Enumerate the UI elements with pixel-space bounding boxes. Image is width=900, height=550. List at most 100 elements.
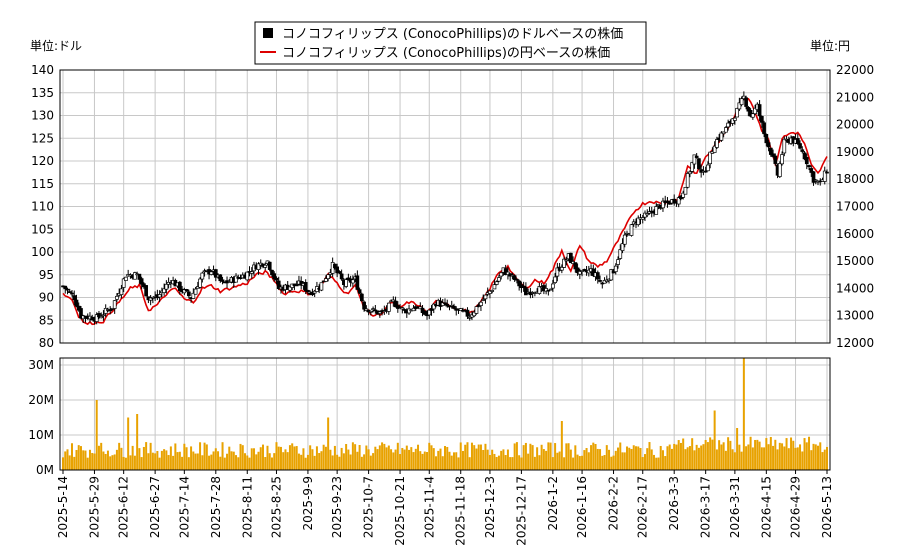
- candle-body: [234, 275, 238, 283]
- volume-bar: [720, 444, 723, 470]
- candle-body: [121, 278, 126, 288]
- date-tick-label: 2026-3-3: [667, 476, 681, 530]
- volume-bar: [524, 442, 527, 470]
- volume-bar: [205, 444, 208, 470]
- volume-bar: [363, 454, 366, 470]
- candle-body: [449, 304, 454, 307]
- usd-tick-label: 120: [31, 154, 54, 168]
- volume-bar: [781, 443, 784, 470]
- volume-bar: [291, 443, 294, 470]
- volume-bar: [196, 453, 199, 470]
- volume-bar: [760, 447, 763, 470]
- usd-tick-label: 135: [31, 86, 54, 100]
- volume-bar: [273, 453, 276, 470]
- volume-bar: [169, 446, 172, 470]
- legend-usd-swatch: [263, 28, 273, 38]
- volume-bar: [221, 442, 224, 470]
- volume-bar: [358, 444, 361, 470]
- volume-bar: [446, 446, 449, 470]
- candle-body: [739, 98, 744, 106]
- volume-bar: [554, 443, 557, 470]
- volume-bar: [814, 444, 817, 470]
- candle-body: [133, 272, 137, 280]
- volume-bar: [632, 445, 635, 470]
- volume-bar: [702, 444, 705, 470]
- volume-bar: [661, 450, 664, 470]
- volume-bar: [783, 446, 786, 470]
- volume-bar: [536, 447, 539, 470]
- candle-body: [780, 154, 784, 165]
- candle-body: [724, 127, 728, 133]
- candle-body: [804, 157, 809, 165]
- candle-body: [162, 288, 166, 294]
- volume-bar: [461, 450, 464, 470]
- price-panel: 80 85 90 95 100 105 110 115 120 125 130 135 140 1200…: [31, 63, 874, 350]
- volume-bar: [331, 455, 334, 470]
- usd-tick-label: 90: [39, 291, 54, 305]
- candle-body: [757, 104, 762, 117]
- candle-body: [101, 314, 106, 317]
- candle-body: [568, 252, 573, 264]
- volume-bar: [772, 445, 775, 470]
- volume-bar: [217, 451, 220, 470]
- volume-bar: [794, 447, 797, 470]
- candle-body: [306, 289, 310, 293]
- candle-body: [497, 277, 501, 282]
- volume-bar: [491, 449, 494, 470]
- candle-body: [70, 292, 74, 295]
- volume-bar: [403, 449, 406, 470]
- volume-bar: [823, 449, 826, 470]
- volume-bar: [464, 444, 467, 470]
- volume-bar: [488, 455, 491, 470]
- volume-bar: [628, 447, 631, 470]
- volume-bar: [266, 445, 269, 470]
- candle-body: [715, 139, 719, 148]
- volume-axis-ticks: 0M 10M 20M 30M: [28, 358, 54, 477]
- candle-body: [339, 273, 344, 280]
- volume-bar: [172, 455, 175, 470]
- volume-bar: [817, 445, 820, 470]
- candle-body: [151, 296, 155, 299]
- candle-body: [355, 275, 360, 290]
- volume-bar: [821, 452, 824, 470]
- candle-body: [645, 213, 650, 216]
- candle-body: [746, 107, 751, 112]
- volume-bar: [244, 453, 247, 470]
- volume-bar: [531, 445, 534, 470]
- candle-body: [209, 271, 214, 275]
- date-tick-label: 2025-11-18: [454, 476, 468, 546]
- candle-body: [813, 179, 818, 182]
- volume-bar: [82, 450, 85, 470]
- volume-bar: [408, 449, 411, 470]
- candle-body: [524, 287, 528, 296]
- usd-tick-label: 130: [31, 109, 54, 123]
- volume-bar: [109, 456, 112, 470]
- volume-bar: [567, 443, 570, 470]
- candle-body: [402, 309, 407, 311]
- candle-body: [65, 288, 70, 291]
- candle-body: [337, 271, 342, 274]
- date-tick-label: 2025-5-29: [87, 476, 101, 538]
- candle-body: [598, 280, 602, 282]
- candle-body: [595, 272, 600, 280]
- volume-bar: [560, 421, 563, 470]
- candle-body: [324, 278, 328, 282]
- candle-body: [184, 289, 189, 292]
- candle-body: [771, 153, 775, 157]
- volume-bar: [93, 453, 96, 470]
- candle-body: [274, 277, 279, 281]
- volume-bar: [124, 457, 127, 470]
- volume-bar: [533, 456, 536, 470]
- candle-body: [429, 308, 434, 311]
- volume-bar: [659, 445, 662, 470]
- volume-bar: [91, 452, 94, 470]
- volume-bar: [441, 456, 444, 470]
- date-tick-label: 2026-5-13: [820, 476, 834, 538]
- volume-bar: [729, 440, 732, 470]
- volume-bar: [556, 452, 559, 470]
- left-axis-unit: 単位:ドル: [30, 38, 82, 53]
- candle-body: [737, 102, 742, 110]
- date-tick-label: 2025-8-11: [240, 476, 254, 538]
- volume-bar: [679, 442, 682, 470]
- date-tick-label: 2025-10-21: [393, 476, 407, 546]
